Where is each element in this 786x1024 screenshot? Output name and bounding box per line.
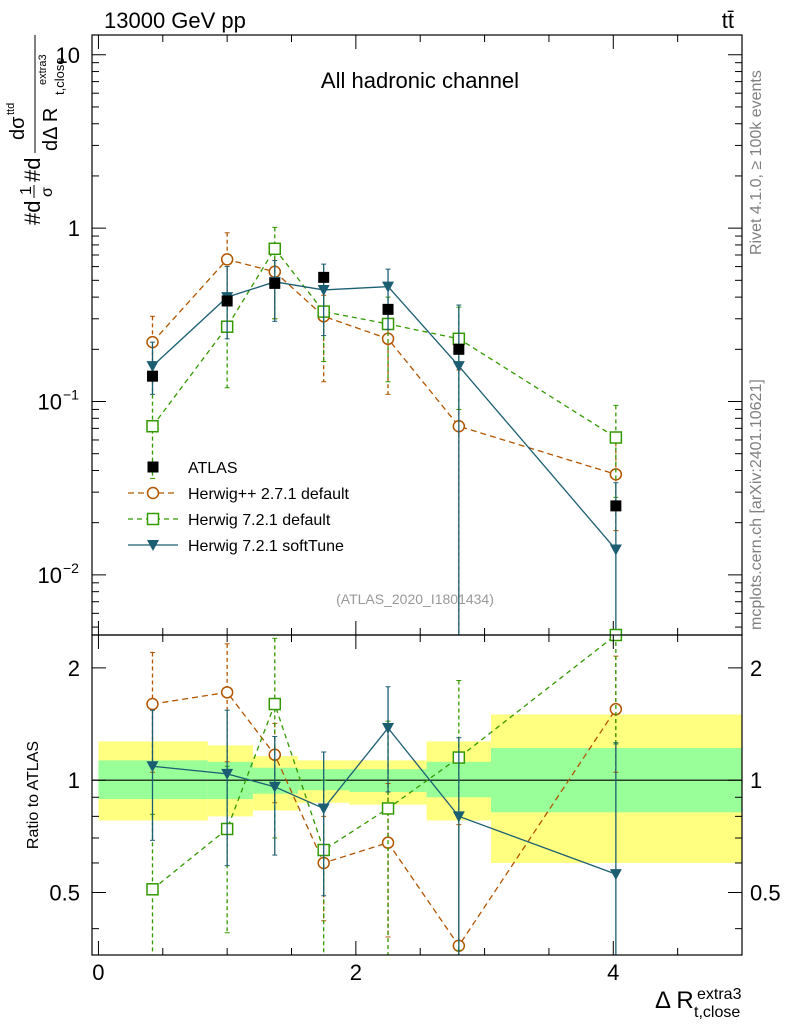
marker-circle [146,697,159,711]
y-label-sigma: σ [39,187,56,197]
marker-square-filled [453,343,465,355]
y-label-num-sup: ttd [5,103,17,115]
x-tick-label: 4 [607,960,619,985]
marker-square-filled [269,277,281,289]
analysis-tag: (ATLAS_2020_I1801434) [336,591,494,607]
marker-circle [146,486,160,500]
marker-square [381,802,395,815]
legend-label: ATLAS [188,460,238,477]
ratio-tick-label-right: 1 [750,768,762,793]
marker-square-filled [146,370,158,382]
marker-square [609,431,623,444]
ratio-tick-label-right: 2 [750,656,762,681]
marker-square [146,883,159,896]
y-tick-label: 10 [38,390,62,415]
rivet-label: Rivet 4.1.0, ≥ 100k events [748,70,765,255]
ratio-panel: 0 2 4 0.5 0.5 1 1 2 2 Ratio to ATLAS [25,628,781,985]
legend: ATLAS Herwig++ 2.7.1 default Herwig 7.2.1 … [128,460,350,555]
ratio-tick-label-left: 0.5 [49,881,80,906]
marker-triangle [382,281,395,293]
x-tick-label: 0 [92,960,104,985]
main-plot-area [146,226,623,636]
marker-square [146,512,160,526]
marker-square-filled [147,461,159,473]
marker-triangle [452,811,465,823]
marker-square-filled [221,295,233,307]
ratio-y-label: Ratio to ATLAS [25,741,42,849]
y-label-frac1: 1 [18,186,35,195]
marker-triangle [317,284,330,296]
ratio-tick-label-left: 2 [68,656,80,681]
marker-square [268,242,282,256]
marker-square [146,419,159,433]
x-axis-label: Δ R extra3 t,close [655,986,742,1021]
ratio-axis-ticks: 0 2 4 0.5 0.5 1 1 2 2 [49,635,781,985]
ratio-tick-label-right: 0.5 [750,881,781,906]
marker-triangle [221,768,234,780]
y-tick-label: 10 [38,563,62,588]
legend-label: Herwig++ 2.7.1 default [188,486,350,503]
marker-triangle [382,723,395,735]
ratio-panel-frame [91,634,743,956]
legend-label: Herwig 7.2.1 softTune [188,538,344,555]
marker-triangle [452,361,465,373]
y-label-hash2: #d [20,158,45,182]
marker-triangle [146,361,159,373]
y-axis-label: #d 1 σ #d dσ ttd dΔ R t,close extra3 [5,35,67,225]
legend-label: Herwig 7.2.1 default [188,512,331,529]
ratio-plot-area [92,628,742,956]
marker-square [268,697,282,711]
energy-label: 13000 GeV pp [104,8,246,33]
chart-title: All hadronic channel [321,68,519,93]
y-tick-label-exponent: −1 [63,387,79,403]
marker-circle [220,686,234,699]
y-tick-label: 1 [68,216,80,241]
y-label-hash: #d [20,201,45,225]
marker-triangle [147,540,159,551]
x-label-sup: extra3 [697,986,742,1003]
y-label-num: dσ [7,116,29,140]
marker-square-filled [610,500,622,512]
y-label-den-sub: t,close [52,57,67,95]
ratio-tick-label-left: 1 [68,768,80,793]
process-label: tt̄ [722,8,734,33]
marker-triangle [609,544,622,556]
x-label-main: Δ R [655,987,694,1014]
x-tick-label: 2 [350,960,362,985]
series-line [152,258,617,475]
y-label-den: dΔ R [40,108,62,151]
x-label-sub: t,close [694,1004,740,1021]
y-tick-label: 10 [56,43,80,68]
marker-triangle [317,803,330,815]
marker-square-filled [318,271,330,283]
y-tick-label-exponent: −2 [63,560,79,576]
mcplots-label: mcplots.cern.ch [arXiv:2401.10621] [748,379,765,630]
y-label-den-sup: extra3 [37,54,49,85]
marker-square-filled [382,303,394,315]
marker-circle [220,253,234,266]
marker-triangle [146,761,159,773]
marker-triangle [268,781,281,793]
marker-triangle [609,869,622,881]
